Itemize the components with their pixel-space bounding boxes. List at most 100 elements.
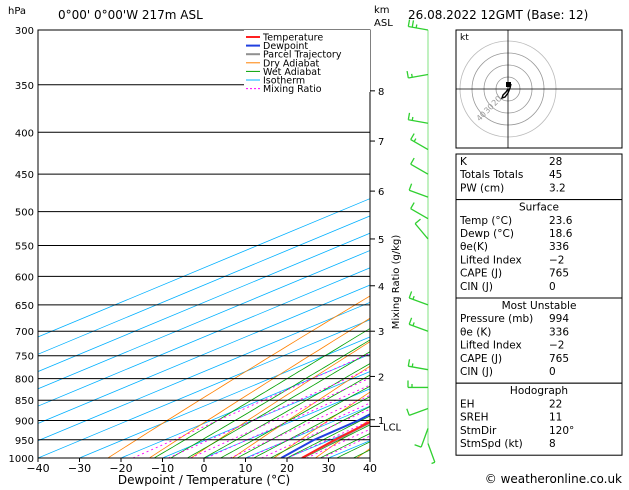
lcl-label: LCL [383, 422, 402, 433]
pressure-tick-label: 750 [15, 352, 34, 363]
wind-barb [408, 120, 428, 123]
location-title: 0°00' 0°00'W 217m ASL [58, 8, 203, 22]
wind-barb-feather [409, 291, 411, 298]
pressure-tick-label: 950 [15, 436, 34, 447]
pressure-tick-label: 600 [15, 272, 34, 283]
wind-barb-feather [409, 318, 411, 325]
surface-row-value: 18.6 [549, 228, 573, 240]
pressure-tick-label: 450 [15, 170, 34, 181]
wind-barb [409, 190, 428, 197]
most-unstable-row-label: CIN (J) [460, 366, 493, 378]
altitude-tick-label: 7 [378, 137, 384, 148]
most-unstable-row-value: 0 [549, 366, 556, 378]
pressure-axis: 3003504004505005506006507007508008509009… [9, 26, 34, 465]
temperature-tick-label: −30 [68, 462, 91, 475]
copyright: © weatheronline.co.uk [485, 472, 622, 486]
km-label: km [374, 5, 390, 16]
pressure-tick-label: 550 [15, 241, 34, 252]
storm-motion-marker [506, 82, 511, 87]
surface-row-value: 765 [549, 268, 569, 280]
temperature-tick-label: 40 [363, 462, 377, 475]
x-axis-title: Dewpoint / Temperature (°C) [118, 473, 290, 486]
wind-barb-feather [412, 117, 413, 120]
indices-row-value: 45 [549, 169, 562, 181]
most-unstable-row-value: 336 [549, 326, 569, 338]
wind-barb [415, 224, 428, 239]
altitude-tick-label: 8 [378, 87, 384, 98]
wind-barb-feather [407, 409, 409, 416]
hodograph-stats-row-value: 11 [549, 412, 562, 424]
wind-barb [428, 443, 435, 462]
altitude-tick-label: 4 [378, 282, 384, 293]
pressure-tick-label: 300 [15, 26, 34, 37]
wind-barb-feather [411, 203, 415, 209]
hodograph-unit: kt [460, 33, 469, 43]
hodograph-stats-row-value: 120° [549, 425, 574, 437]
hodograph-stats-row-value: 22 [549, 398, 562, 410]
wind-barb [421, 428, 428, 447]
wind-barb [409, 324, 428, 331]
most-unstable-row-label: θe (K) [460, 326, 491, 338]
wind-barb [411, 209, 428, 219]
pressure-tick-label: 800 [15, 375, 34, 386]
pressure-tick-label: 650 [15, 301, 34, 312]
hpa-label: hPa [8, 6, 26, 17]
hodograph-stats-title: Hodograph [510, 385, 568, 397]
datetime-title: 26.08.2022 12GMT (Base: 12) [408, 8, 588, 22]
surface-row-value: 336 [549, 241, 569, 253]
surface-row-value: −2 [549, 254, 564, 266]
wind-barb-feather [407, 71, 408, 78]
pressure-tick-label: 850 [15, 396, 34, 407]
asl-label: ASL [374, 18, 393, 29]
surface-row-label: Temp (°C) [459, 215, 512, 227]
pressure-tick-label: 700 [15, 327, 34, 338]
surface-row-label: CAPE (J) [460, 268, 502, 280]
indices-row-value: 28 [549, 156, 562, 168]
surface-row-label: Dewp (°C) [460, 228, 514, 240]
most-unstable-row-label: Pressure (mb) [460, 313, 533, 325]
surface-row-label: Lifted Index [460, 254, 522, 266]
wind-barb [408, 27, 428, 30]
altitude-tick-label: 5 [378, 235, 384, 246]
most-unstable-row-label: CAPE (J) [460, 353, 502, 365]
legend-label: Mixing Ratio [263, 84, 322, 95]
hodograph-stats-row-label: StmSpd (kt) [460, 438, 523, 450]
wind-barb-feather [415, 445, 422, 447]
wind-barb-feather [416, 24, 417, 27]
altitude-tick-label: 3 [378, 327, 384, 338]
most-unstable-row-label: Lifted Index [460, 340, 522, 352]
altitude-tick-label: 6 [378, 187, 384, 198]
surface-row-value: 0 [549, 281, 556, 293]
temperature-tick-label: 30 [322, 462, 336, 475]
surface-row-label: θe(K) [460, 241, 488, 253]
hodograph-stats-row-label: SREH [460, 412, 489, 424]
wind-barb-feather [408, 359, 409, 366]
wind-barb [409, 408, 428, 415]
temperature-tick-label: −40 [26, 462, 49, 475]
surface-row-value: 23.6 [549, 215, 573, 227]
wind-barb-feather [409, 184, 411, 191]
surface-row-label: CIN (J) [460, 281, 493, 293]
indices-row-label: PW (cm) [460, 182, 504, 194]
wind-barb-feather [414, 139, 416, 142]
hodograph-stats-row-label: StmDir [460, 425, 497, 437]
wind-barb [408, 366, 428, 369]
wind-barb-feather [413, 322, 414, 325]
most-unstable-row-value: −2 [549, 340, 564, 352]
indices-row-label: Totals Totals [459, 169, 523, 181]
pressure-tick-label: 900 [15, 417, 34, 428]
hodograph-stats-row-label: EH [460, 398, 475, 410]
wind-barb [411, 164, 428, 174]
wind-barb-feather [411, 134, 415, 140]
pressure-tick-label: 500 [15, 208, 34, 219]
most-unstable-row-value: 765 [549, 353, 569, 365]
pressure-tick-label: 350 [15, 81, 34, 92]
most-unstable-row-value: 994 [549, 313, 569, 325]
wind-barb-feather [408, 113, 409, 120]
surface-title: Surface [519, 202, 559, 214]
altitude-tick-label: 2 [378, 372, 384, 383]
wind-barb-feather [412, 74, 413, 77]
wind-barb-feather [432, 462, 435, 463]
